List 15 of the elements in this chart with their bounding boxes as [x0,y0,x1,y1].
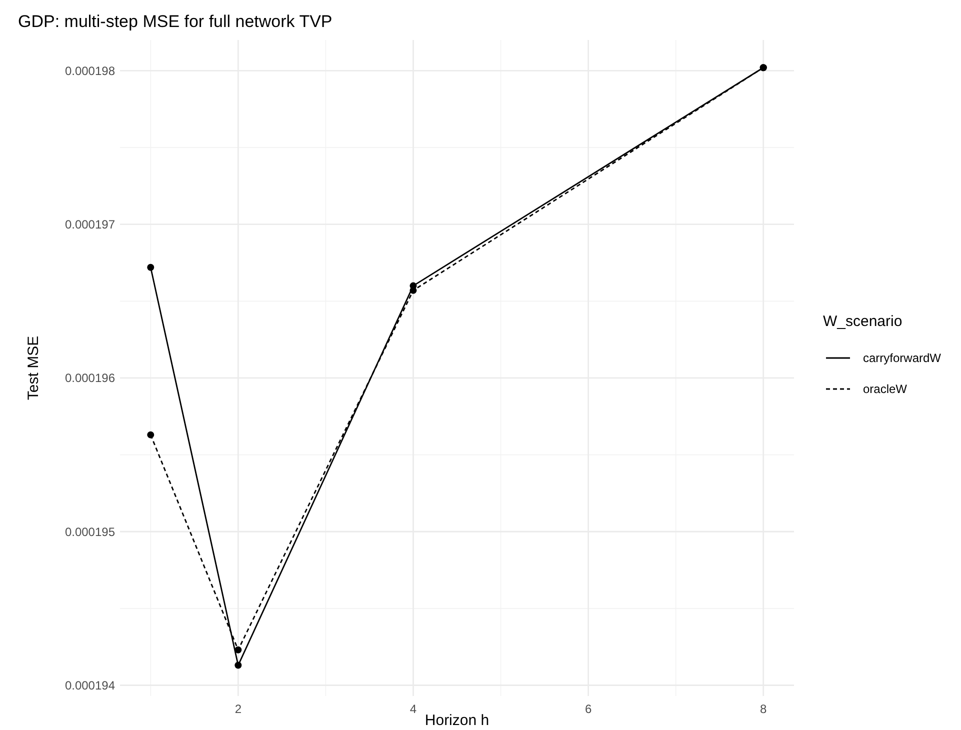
y-tick-label: 0.000196 [64,371,116,386]
y-tick-label: 0.000195 [64,524,116,539]
x-axis-title: Horizon h [424,712,490,729]
y-tick-label: 0.000194 [64,678,116,692]
x-tick-label: 6 [584,702,592,716]
legend-label: carryforwardW [863,351,942,366]
y-tick-label: 0.000197 [64,218,116,232]
legend-title: W_scenario [823,313,902,330]
y-tick-label: 0.000198 [64,64,116,78]
chart-title: GDP: multi-step MSE for full network TVP [18,12,332,31]
x-tick-label: 4 [410,702,417,716]
y-axis-title: Test MSE [25,336,42,400]
legend-label: oracleW [863,382,908,396]
x-tick-label: 2 [234,702,242,716]
x-tick-label: 8 [760,702,768,716]
